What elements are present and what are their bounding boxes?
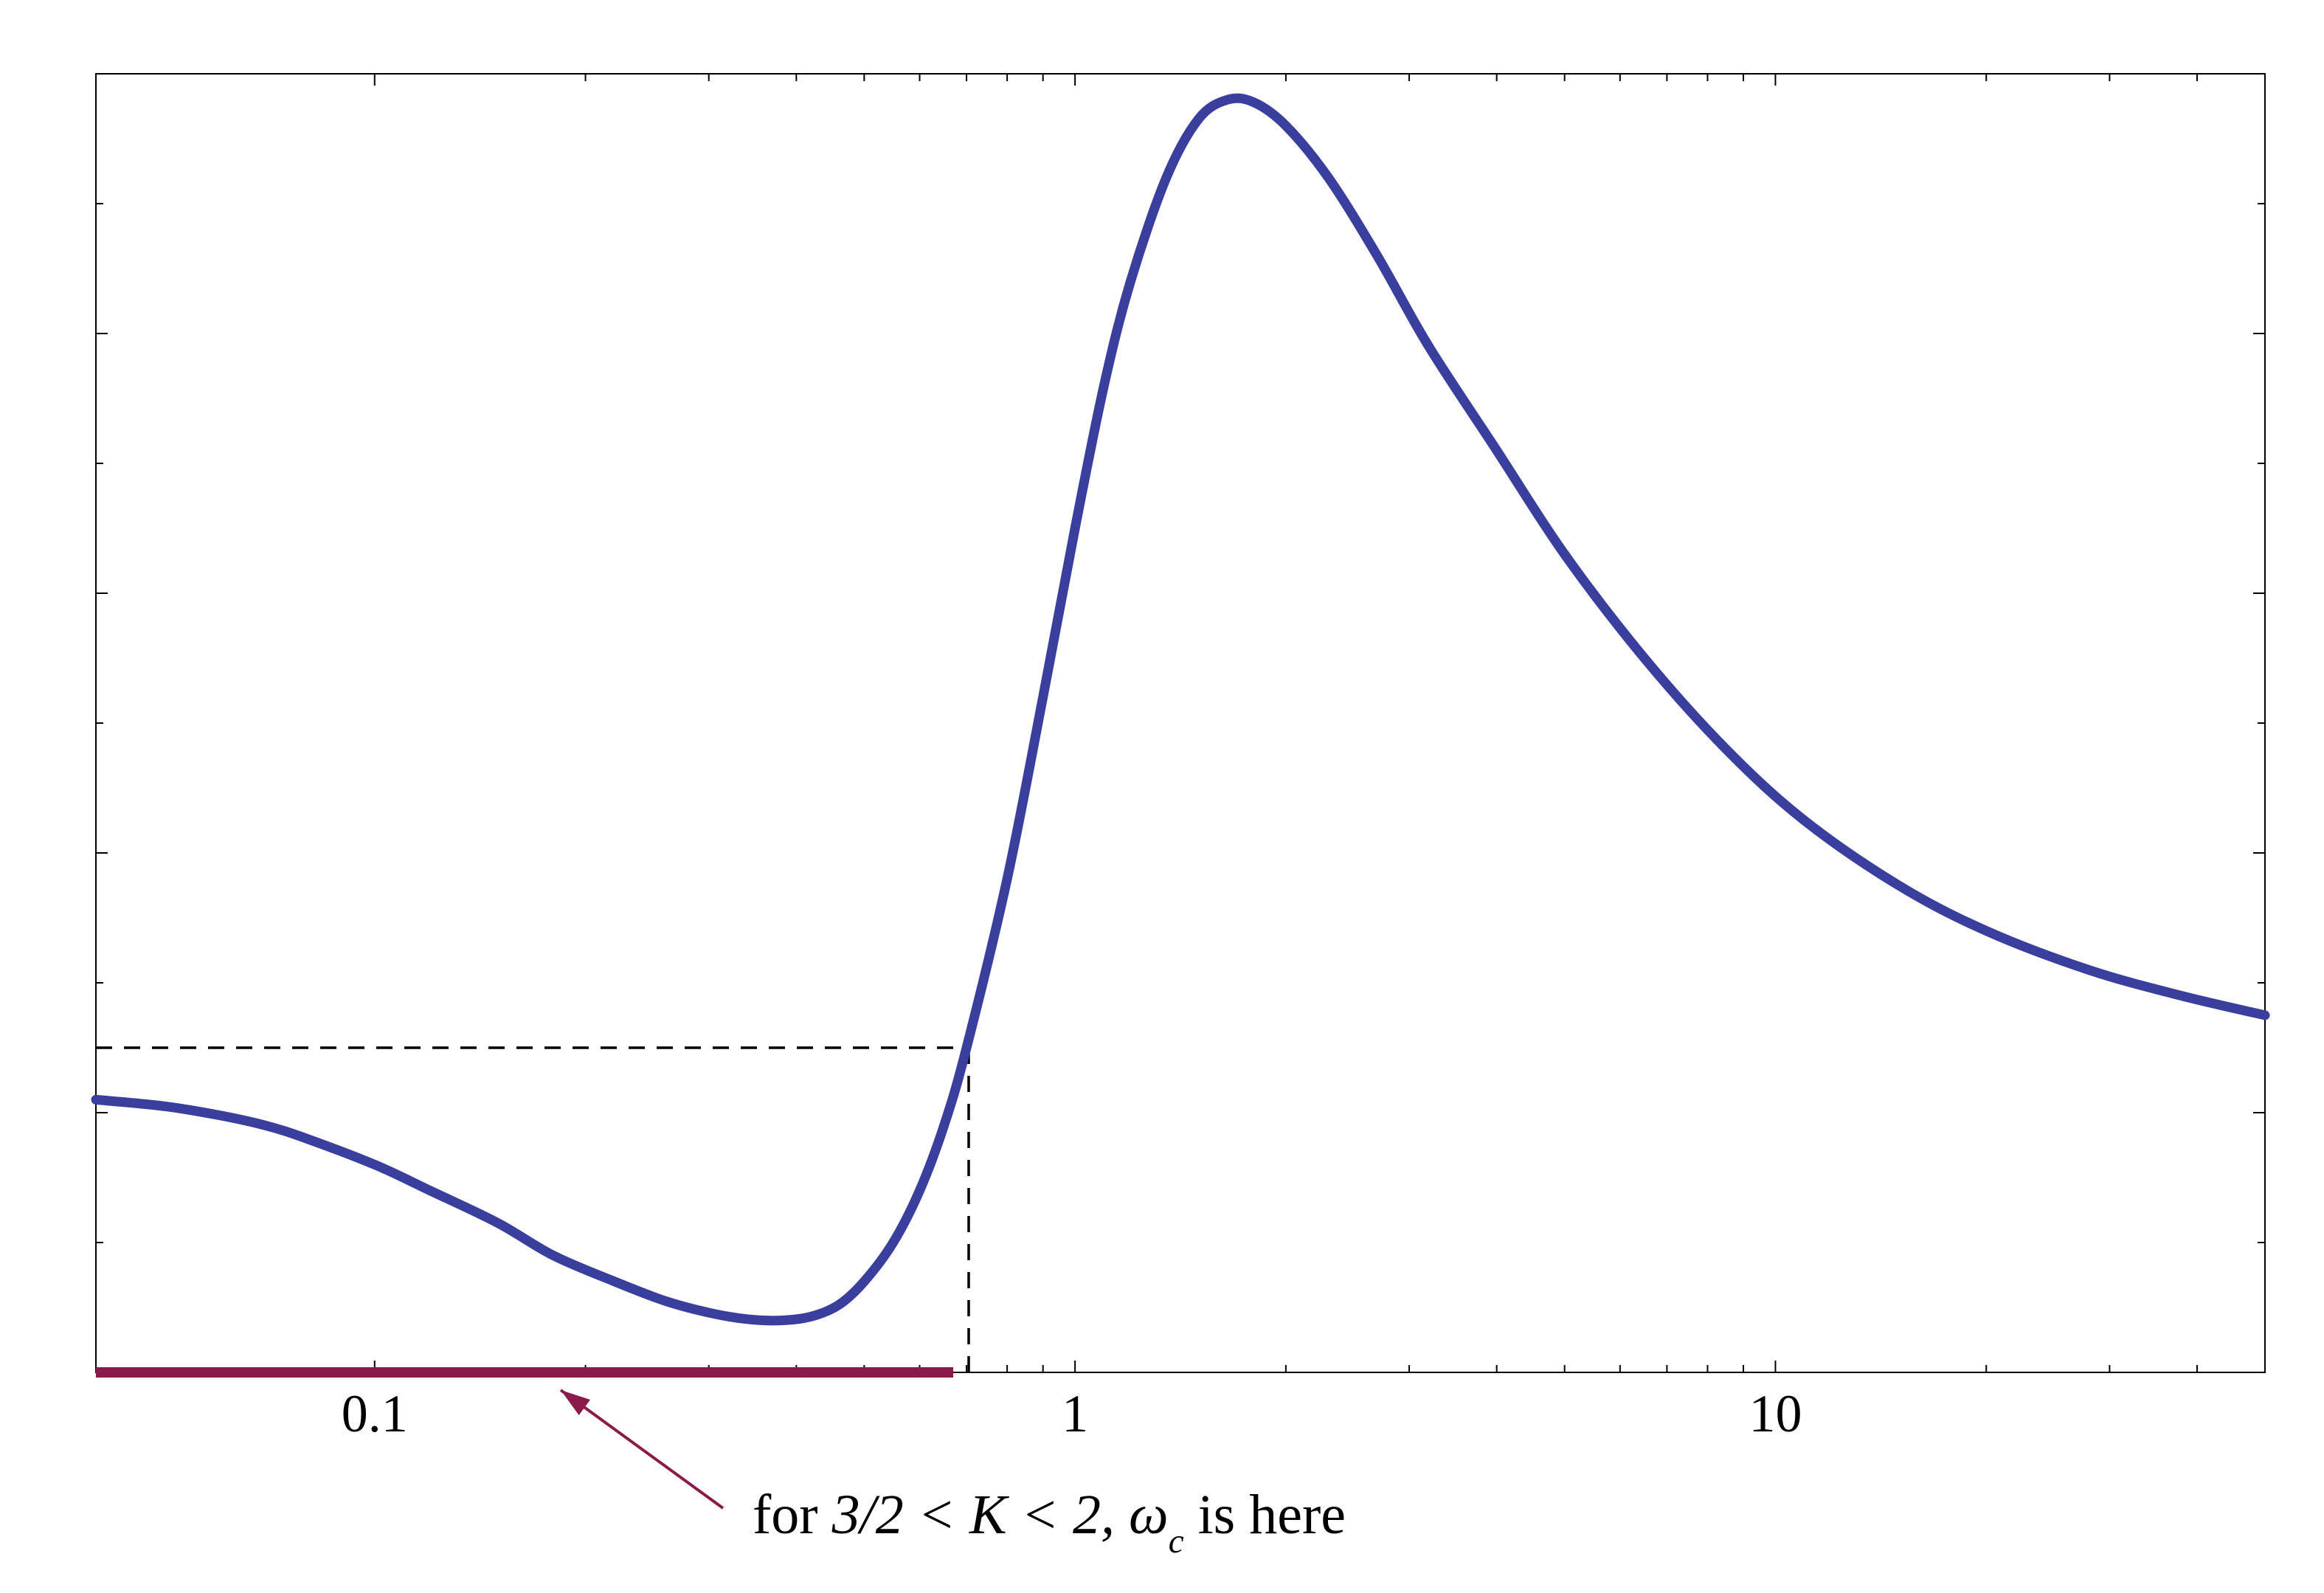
annotation-arrow-head (561, 1390, 590, 1415)
x-tick-label: 10 (1749, 1384, 1802, 1443)
chart-svg: 0.1 1 10 for 3/2 < K < 2, ωc is here (0, 0, 2324, 1593)
x-tick-label: 0.1 (342, 1384, 408, 1443)
plot-frame (96, 74, 2265, 1372)
x-tick-label: 1 (1062, 1384, 1088, 1443)
annotation-arrow-line (561, 1390, 723, 1508)
phase-curve (96, 98, 2265, 1321)
annotation-text: for 3/2 < K < 2, ωc is here (753, 1484, 1346, 1561)
